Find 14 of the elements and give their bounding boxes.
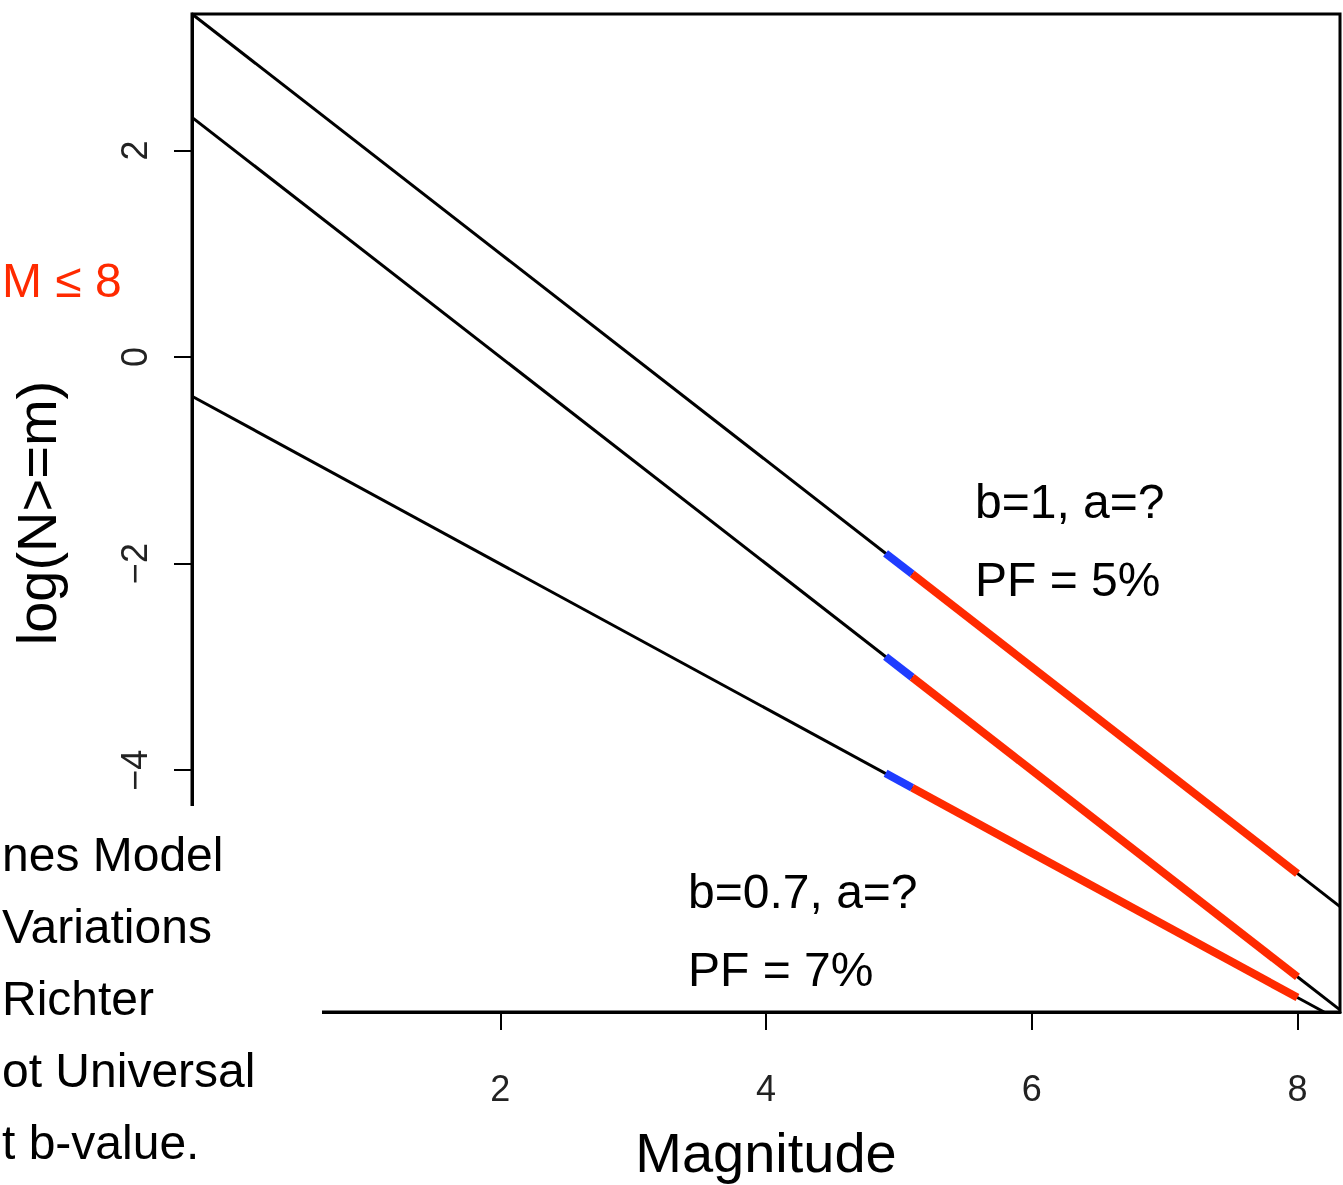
- y-tick-label: 0: [113, 346, 155, 368]
- annotation: b=1, a=? PF = 5%: [975, 474, 1165, 606]
- annotation: nes Model Variations Richter ot Universal t b-value.: [2, 827, 256, 1169]
- y-tick-label: −2: [113, 543, 155, 585]
- x-axis-title: Magnitude: [635, 1120, 897, 1184]
- x-tick-label: 8: [1287, 1067, 1308, 1109]
- y-tick-label: 2: [113, 140, 155, 161]
- x-tick-label: 2: [490, 1067, 511, 1109]
- annotation: b=0.7, a=? PF = 7%: [688, 864, 918, 996]
- y-tick-label: −4: [113, 749, 155, 791]
- x-tick-label: 6: [1021, 1067, 1042, 1109]
- text: M ≤ 8: [2, 253, 122, 307]
- x-tick-label: 4: [755, 1067, 777, 1109]
- y-axis-title: log(N>=m): [4, 380, 68, 646]
